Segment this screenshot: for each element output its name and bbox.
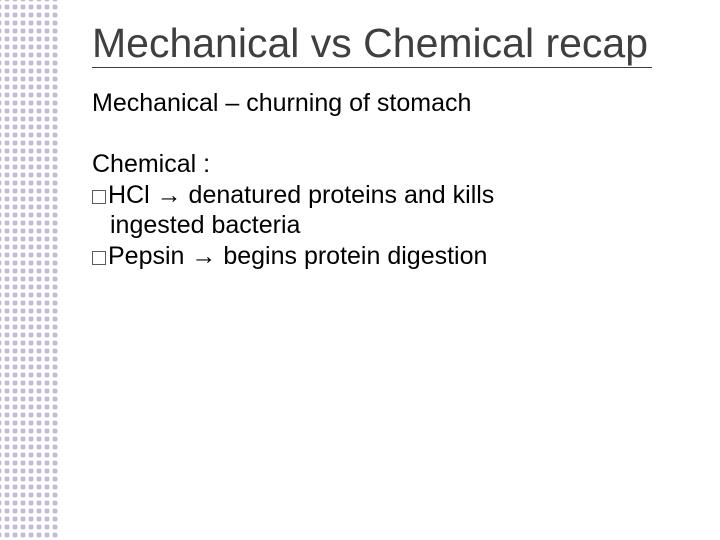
square-bullet-icon <box>92 251 106 265</box>
mechanical-block: Mechanical – churning of stomach <box>92 88 652 119</box>
chemical-block: Chemical : HCl → denatured proteins and … <box>92 149 652 272</box>
square-bullet-icon <box>92 190 106 204</box>
chemical-bullet-1: HCl → denatured proteins and kills <box>92 180 652 211</box>
bullet1-lead: HCl <box>108 181 157 209</box>
slide-title: Mechanical vs Chemical recap <box>92 22 652 68</box>
slide: Mechanical vs Chemical recap Mechanical … <box>0 0 720 540</box>
chemical-heading: Chemical : <box>92 149 652 180</box>
bullet2-lead: Pepsin <box>108 242 191 270</box>
slide-content: Mechanical vs Chemical recap Mechanical … <box>92 22 652 302</box>
bullet2-rest: begins protein digestion <box>216 242 487 270</box>
decorative-left-band <box>0 0 58 540</box>
chemical-bullet-2: Pepsin → begins protein digestion <box>92 241 652 272</box>
mechanical-line: Mechanical – churning of stomach <box>92 88 652 119</box>
bullet1-line2: ingested bacteria <box>92 210 652 241</box>
arrow-icon: → <box>157 181 182 209</box>
arrow-icon: → <box>191 242 216 270</box>
bullet1-rest: denatured proteins and kills <box>182 181 495 209</box>
